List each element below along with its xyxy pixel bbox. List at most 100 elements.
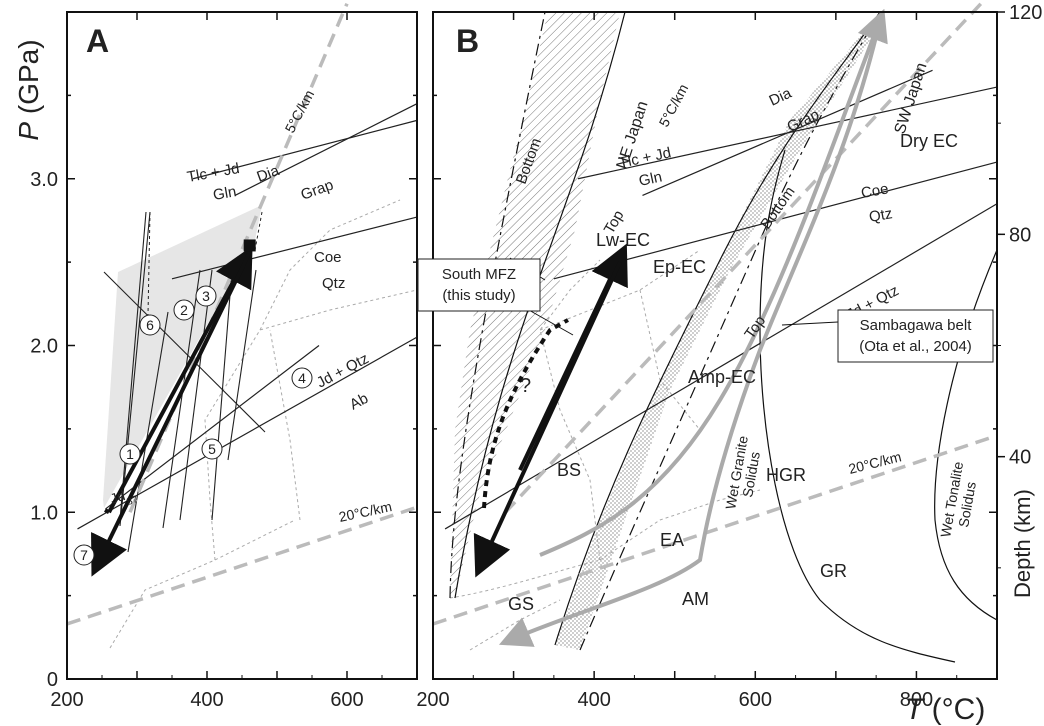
isopleth-dashed bbox=[147, 211, 151, 316]
isopleth-marker bbox=[201, 438, 223, 460]
geotherm-line bbox=[504, 2, 983, 514]
facies-boundary bbox=[449, 559, 601, 599]
isopleth-number: 3 bbox=[202, 288, 210, 304]
x-tick-label: 400 bbox=[577, 689, 610, 711]
peak-marker bbox=[243, 239, 256, 252]
facies-label: Amp-EC bbox=[688, 367, 756, 387]
geotherm-label: 5°C/km bbox=[282, 87, 318, 135]
callout-south-mfz-box bbox=[417, 258, 541, 312]
facies-label: Dry EC bbox=[900, 131, 958, 151]
facies-boundary bbox=[639, 289, 701, 431]
facies-label: GS bbox=[508, 594, 534, 614]
y-tick-label: 2.0 bbox=[30, 336, 58, 358]
x-tick-label: 600 bbox=[330, 689, 363, 711]
isopleth-marker bbox=[173, 299, 195, 321]
reaction-line bbox=[192, 119, 418, 180]
isopleth-line bbox=[119, 211, 151, 527]
callout-sambagawa-text: Sambagawa belt bbox=[860, 317, 973, 334]
geotherm-label: 20°C/km bbox=[337, 498, 393, 525]
facies-boundary bbox=[204, 289, 418, 561]
reaction-label: Jd + Qtz bbox=[314, 350, 372, 391]
depth-tick-label: 80 bbox=[1009, 224, 1031, 246]
facies-boundary bbox=[469, 599, 561, 651]
isopleth-dashed bbox=[254, 211, 263, 251]
callout-south-mfz-text: (this study) bbox=[442, 287, 515, 304]
isopleth-number: 1 bbox=[126, 446, 134, 462]
retrograde-path bbox=[91, 252, 251, 577]
isopleth-number: 2 bbox=[180, 302, 188, 318]
geotherm-label: 20°C/km bbox=[847, 448, 903, 477]
geotherm-label: 5°C/km bbox=[656, 81, 692, 129]
depth-tick-label: 40 bbox=[1009, 447, 1031, 469]
callout-sambagawa-text: (Ota et al., 2004) bbox=[859, 338, 972, 355]
x-axis-label: T (°C) bbox=[905, 693, 985, 726]
geotherm-line bbox=[66, 505, 418, 626]
y-tick-label: 1.0 bbox=[30, 502, 58, 524]
facies-boundary bbox=[539, 259, 601, 561]
facies-label: Lw-EC bbox=[596, 230, 650, 250]
isopleth-line bbox=[211, 269, 233, 521]
reaction-label: Coe bbox=[860, 180, 890, 202]
callout-south-mfz-text: South MFZ bbox=[442, 266, 516, 283]
y-tick-label: 0 bbox=[47, 669, 58, 691]
isopleth-marker bbox=[139, 314, 161, 336]
reaction-label: Gln bbox=[637, 168, 663, 189]
x-tick-label: 200 bbox=[50, 689, 83, 711]
isopleth-number: 7 bbox=[80, 547, 88, 563]
geotherm-line bbox=[432, 433, 998, 626]
reaction-label: Dia bbox=[767, 84, 795, 109]
reaction-line bbox=[171, 216, 418, 280]
reaction-label: Tlc + Jd bbox=[186, 160, 241, 186]
isopleth-line bbox=[119, 211, 147, 521]
isopleth-marker bbox=[291, 367, 313, 389]
reaction-label: Coe bbox=[314, 249, 342, 266]
isopleth-line bbox=[227, 269, 257, 461]
panel-label-b: B bbox=[456, 23, 479, 59]
isopleth-number: 4 bbox=[298, 370, 306, 386]
sambagawa-prograde bbox=[539, 8, 888, 557]
prograde-path bbox=[107, 245, 253, 514]
callout-leader bbox=[781, 321, 839, 326]
isopleth-number: 5 bbox=[208, 441, 216, 457]
reaction-label: Grap bbox=[299, 176, 336, 203]
slab-bottom bbox=[449, 11, 546, 599]
sambagawa-retrograde bbox=[498, 19, 882, 647]
isopleth-line bbox=[179, 269, 213, 521]
isopleth-marker bbox=[119, 443, 141, 465]
facies-boundary bbox=[269, 329, 301, 521]
solidus-label: Solidus bbox=[739, 451, 763, 499]
reaction-line bbox=[642, 69, 933, 196]
reaction-label: Qtz bbox=[322, 275, 345, 292]
x-tick-label: 200 bbox=[416, 689, 449, 711]
wet-tonalite-solidus bbox=[934, 249, 998, 621]
reaction-line bbox=[234, 103, 418, 196]
isopleth-marker bbox=[73, 544, 95, 566]
x-tick-label: 600 bbox=[739, 689, 772, 711]
panel-label-a: A bbox=[86, 23, 109, 59]
prograde-dashed bbox=[104, 508, 110, 514]
isopleth-line bbox=[127, 311, 169, 553]
callout-sambagawa-box bbox=[837, 309, 994, 363]
mfz-prograde-dashed bbox=[482, 318, 569, 509]
depth-axis-label: Depth (km) bbox=[1010, 489, 1035, 598]
slab-bottom bbox=[579, 11, 881, 651]
facies-label: EA bbox=[660, 530, 684, 550]
reaction-label: Jd87 bbox=[108, 483, 140, 512]
depth-tick-label: 120 bbox=[1009, 2, 1042, 24]
slab-label: SW Japan bbox=[892, 61, 931, 136]
reaction-line bbox=[77, 336, 418, 530]
reaction-line bbox=[105, 345, 320, 510]
isopleth-line bbox=[103, 271, 266, 433]
facies-label: BS bbox=[557, 460, 581, 480]
facies-label: AM bbox=[682, 589, 709, 609]
y-tick-label: 3.0 bbox=[30, 169, 58, 191]
facies-label: HGR bbox=[766, 465, 806, 485]
facies-boundary bbox=[599, 489, 761, 561]
x-tick-label: 400 bbox=[190, 689, 223, 711]
reaction-label: Gln bbox=[212, 183, 238, 204]
isopleth-number: 6 bbox=[146, 317, 154, 333]
reaction-line bbox=[444, 203, 998, 530]
mfz-prograde bbox=[518, 243, 628, 471]
sw-japan-slab bbox=[555, 12, 880, 650]
